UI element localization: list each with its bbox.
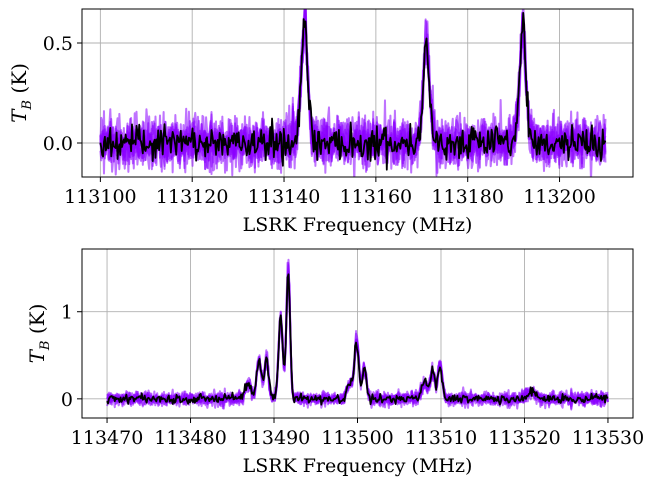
- x-tick-label: 113520: [488, 427, 561, 449]
- y-axis-label: TB (K): [25, 304, 53, 364]
- x-tick-label: 113480: [154, 427, 227, 449]
- y-tick-label: 0.5: [43, 33, 73, 55]
- plot-area: [99, 9, 607, 177]
- top-spectrum-panel: 113100 113120 113140 113160 113180 113200 0.0 0…: [7, 8, 634, 236]
- x-tick-label: 113500: [321, 427, 394, 449]
- bottom-spectrum-panel: 113470 113480 113490 113500 113510 113520 1135…: [25, 248, 645, 477]
- y-tick-label: 1: [61, 302, 73, 324]
- x-tick-label: 113120: [156, 186, 229, 208]
- x-tick-label: 113100: [64, 186, 137, 208]
- x-tick-label: 113530: [572, 427, 645, 449]
- x-tick-label: 113490: [238, 427, 311, 449]
- y-tick-label: 0: [61, 389, 73, 411]
- x-tick-label: 113510: [405, 427, 478, 449]
- data-trace: [99, 12, 607, 171]
- axes-frame: [81, 8, 634, 178]
- x-tick-label: 113160: [340, 186, 413, 208]
- x-axis-label: LSRK Frequency (MHz): [243, 214, 473, 236]
- plot-area: [106, 258, 609, 411]
- y-tick-label: 0.0: [43, 133, 73, 155]
- x-tick-label: 113180: [431, 186, 504, 208]
- x-tick-label: 113140: [248, 186, 321, 208]
- x-axis-label: LSRK Frequency (MHz): [243, 455, 473, 477]
- x-tick-label: 113470: [71, 427, 144, 449]
- x-tick-label: 113200: [523, 186, 596, 208]
- data-trace: [106, 273, 609, 406]
- y-axis-label: TB (K): [7, 63, 35, 123]
